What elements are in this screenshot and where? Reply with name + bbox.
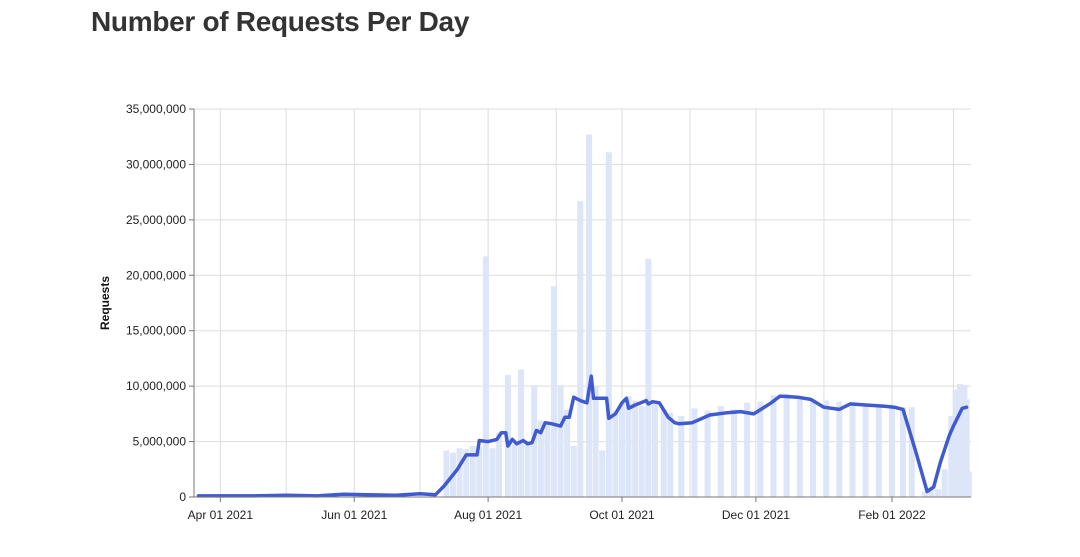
bar — [518, 369, 525, 497]
tick-labels: 0 5,000,000 10,000,000 15,000,000 20,000,000… — [126, 102, 926, 522]
bar — [704, 410, 711, 497]
bar — [544, 424, 551, 497]
y-tick-label: 20,000,000 — [126, 268, 186, 282]
bar — [651, 403, 658, 497]
bar — [511, 443, 518, 497]
bar — [557, 385, 564, 497]
x-tick-label: Oct 01 2021 — [589, 508, 655, 522]
y-tick-label: 0 — [179, 490, 186, 504]
bar — [496, 432, 503, 497]
bar — [469, 446, 476, 497]
x-tick-label: Apr 01 2021 — [188, 508, 254, 522]
x-tick-label: Aug 01 2021 — [454, 508, 522, 522]
bar — [823, 400, 830, 497]
bar — [586, 134, 593, 498]
bar — [849, 402, 856, 497]
bar — [592, 386, 599, 497]
bar — [570, 446, 577, 497]
x-tick-label: Feb 01 2022 — [858, 508, 926, 522]
y-tick-label: 30,000,000 — [126, 157, 186, 171]
y-axis-title: Requests — [98, 276, 112, 330]
bar — [537, 420, 544, 497]
bar — [489, 448, 496, 497]
bar — [888, 406, 895, 497]
line-series — [196, 374, 969, 498]
bar — [796, 397, 803, 497]
bar — [730, 409, 737, 497]
bar — [577, 201, 584, 498]
y-tick-label: 10,000,000 — [126, 379, 186, 393]
bar — [717, 406, 724, 497]
bar — [619, 403, 626, 497]
series-line — [196, 374, 969, 498]
bar — [443, 450, 450, 497]
page-title: Number of Requests Per Day — [91, 6, 470, 37]
bar — [935, 489, 942, 497]
bar — [921, 491, 928, 497]
bar — [948, 416, 955, 497]
bar — [625, 396, 632, 497]
bar — [612, 410, 619, 497]
x-tick-label: Dec 01 2021 — [722, 508, 790, 522]
bar — [941, 469, 948, 497]
bar — [550, 286, 557, 497]
chart-axes — [189, 108, 971, 502]
bar — [928, 490, 935, 497]
bar — [667, 412, 674, 497]
bar — [482, 256, 489, 497]
bar — [952, 389, 959, 497]
bar — [836, 401, 843, 497]
bar — [744, 402, 751, 497]
bar — [770, 395, 777, 497]
bar — [564, 409, 571, 497]
bar — [632, 400, 639, 497]
y-tick-label: 35,000,000 — [126, 102, 186, 116]
bar — [605, 152, 612, 497]
bar — [524, 444, 531, 497]
bar — [875, 404, 882, 497]
bar — [645, 258, 652, 497]
bar — [908, 407, 915, 497]
bar — [783, 393, 790, 497]
bar — [757, 401, 764, 497]
bar — [963, 399, 970, 497]
bar — [957, 383, 964, 497]
bar — [599, 450, 606, 497]
bar — [965, 471, 972, 497]
y-tick-label: 15,000,000 — [126, 324, 186, 338]
bar — [660, 409, 667, 497]
bar — [862, 403, 869, 497]
bar — [691, 408, 698, 497]
bar — [476, 447, 483, 497]
y-tick-label: 5,000,000 — [133, 435, 187, 449]
bar — [899, 407, 906, 497]
bar — [809, 399, 816, 497]
bar — [463, 449, 470, 497]
bar — [638, 406, 645, 497]
bar — [456, 448, 463, 497]
y-tick-label: 25,000,000 — [126, 213, 186, 227]
bar — [678, 416, 685, 497]
x-tick-label: Jun 01 2021 — [321, 508, 387, 522]
